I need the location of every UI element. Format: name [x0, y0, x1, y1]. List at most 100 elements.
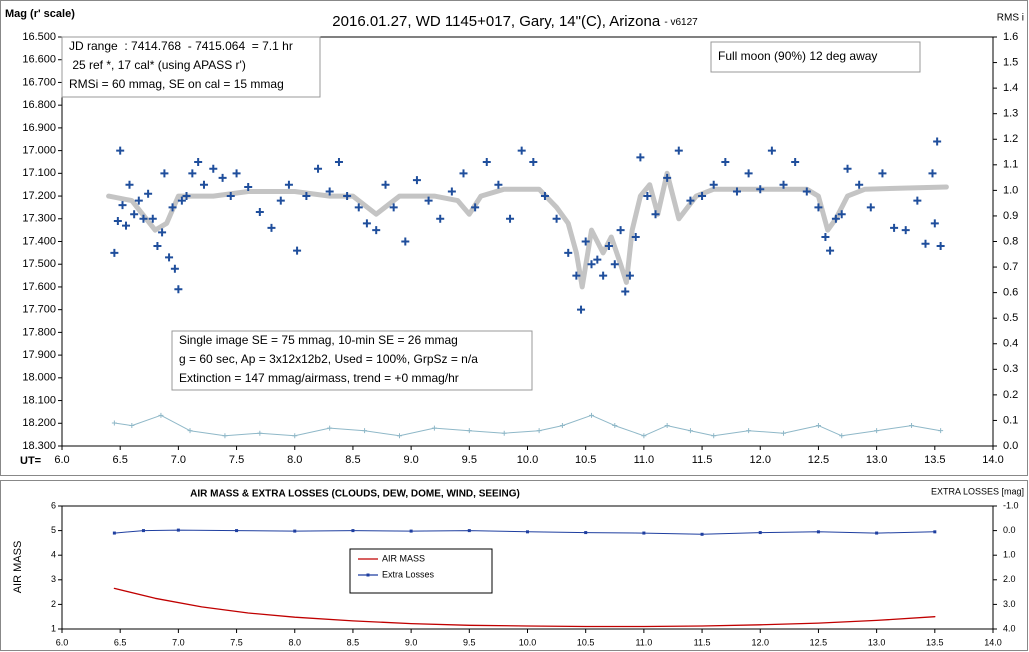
point — [112, 531, 116, 535]
point — [839, 433, 845, 439]
point — [158, 412, 164, 418]
point — [756, 185, 765, 194]
point — [826, 246, 835, 255]
point — [292, 433, 298, 439]
y2-tick-label: 0.1 — [1003, 414, 1018, 426]
point — [709, 180, 718, 189]
y2-tick-label: 0.7 — [1003, 261, 1018, 273]
point — [540, 192, 549, 201]
x-tick-label: 8.5 — [347, 637, 360, 647]
point — [325, 187, 334, 196]
point — [700, 532, 704, 536]
point — [921, 239, 930, 248]
point — [447, 187, 456, 196]
point — [134, 196, 143, 205]
y2-tick-label: 0.0 — [1003, 440, 1018, 452]
point — [651, 210, 660, 219]
y2-tick-label: 1.6 — [1003, 31, 1018, 43]
point — [564, 248, 573, 257]
y-tick-label: 18.100 — [22, 394, 56, 406]
point — [160, 169, 169, 178]
series-line — [113, 414, 942, 437]
x-tick-label: 7.5 — [229, 454, 244, 466]
point — [222, 433, 228, 439]
x-tick-label: 12.5 — [808, 454, 829, 466]
x-tick-label: 11.0 — [635, 637, 652, 647]
y-tick-label: 17.300 — [22, 213, 56, 225]
x-tick-label: 11.5 — [694, 637, 711, 647]
point — [276, 196, 285, 205]
point — [936, 242, 945, 251]
point — [821, 232, 830, 241]
point — [933, 530, 937, 534]
x-tick-label: 10.5 — [575, 454, 596, 466]
x-tick-label: 7.5 — [230, 637, 243, 647]
point — [901, 226, 910, 235]
point — [165, 253, 174, 262]
point — [732, 187, 741, 196]
y2-tick-label: 0.3 — [1003, 363, 1018, 375]
y-tick-label: 2 — [51, 599, 56, 609]
x-tick-label: 12.0 — [751, 637, 769, 647]
annotation: JD range : 7414.768 - 7415.064 = 7.1 hr — [69, 39, 293, 53]
point — [559, 423, 565, 429]
point — [664, 423, 670, 429]
x-tick-label: 13.5 — [926, 637, 944, 647]
y-tick-label: 3 — [51, 574, 56, 584]
point — [587, 260, 596, 269]
point — [362, 428, 368, 434]
point — [612, 423, 618, 429]
point — [779, 180, 788, 189]
y-tick-label: 17.500 — [22, 258, 56, 270]
point — [118, 201, 127, 210]
point — [621, 287, 630, 296]
y2-tick-label: 1.2 — [1003, 133, 1018, 145]
point — [467, 529, 471, 533]
point — [141, 529, 145, 533]
x-tick-label: 6.0 — [56, 637, 69, 647]
point — [781, 430, 787, 436]
point — [194, 157, 203, 166]
y-tick-label: 16.600 — [22, 54, 56, 66]
y-axis-label: AIR MASS — [12, 541, 24, 594]
annotation-box — [61, 36, 321, 98]
y-tick-label: 4 — [51, 550, 56, 560]
point — [610, 260, 619, 269]
point — [552, 214, 561, 223]
point — [148, 214, 157, 223]
point — [218, 173, 227, 182]
point — [209, 164, 218, 173]
point — [529, 157, 538, 166]
point — [158, 228, 167, 237]
point — [711, 433, 717, 439]
point — [698, 192, 707, 201]
point — [110, 248, 119, 257]
legend-label: Extra Losses — [382, 569, 435, 579]
point — [381, 180, 390, 189]
point — [641, 433, 647, 439]
point — [153, 242, 162, 251]
point — [636, 153, 645, 162]
point — [913, 196, 922, 205]
x-tick-label: 11.0 — [634, 454, 655, 466]
y-tick-label: 17.200 — [22, 190, 56, 202]
y2-tick-label: 1.4 — [1003, 82, 1018, 94]
y2-tick-label: 4.0 — [1003, 623, 1016, 633]
x-tick-label: 7.0 — [172, 637, 185, 647]
point — [831, 214, 840, 223]
y2-tick-label: 3.0 — [1003, 599, 1016, 609]
point — [111, 420, 117, 426]
point — [767, 146, 776, 155]
point — [362, 219, 371, 228]
annotation: Full moon (90%) 12 deg away — [718, 49, 877, 63]
x-tick-label: 14.0 — [982, 454, 1003, 466]
point — [482, 157, 491, 166]
point — [686, 196, 695, 205]
y2-axis-label: RMS i — [997, 13, 1024, 24]
point — [244, 182, 253, 191]
point — [176, 528, 180, 532]
point — [930, 219, 939, 228]
point — [471, 203, 480, 212]
annotation: RMSi = 60 mmag, SE on cal = 15 mmag — [69, 77, 284, 91]
